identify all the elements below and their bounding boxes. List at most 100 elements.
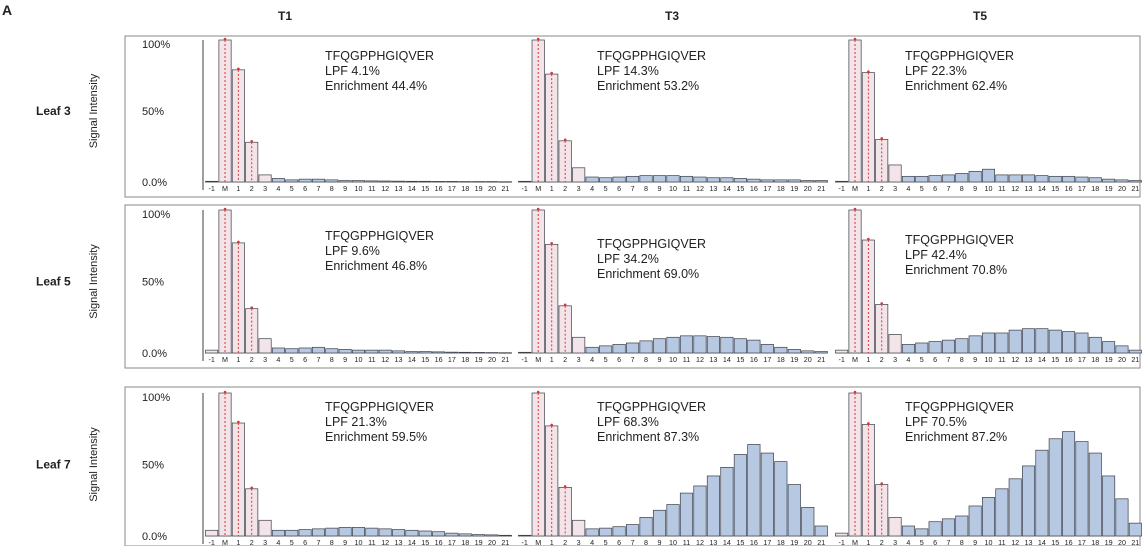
bar--1 xyxy=(205,529,219,537)
x-tick-label-6: 6 xyxy=(933,184,937,193)
x-tick-label-8: 8 xyxy=(644,355,648,364)
bar-8 xyxy=(955,173,969,183)
bar-15 xyxy=(733,338,747,354)
bar-19 xyxy=(1102,178,1116,183)
bar-11 xyxy=(679,175,694,183)
bar-3 xyxy=(888,517,902,537)
error-mark-2 xyxy=(563,138,567,142)
panel-frame-row-1 xyxy=(124,35,1141,198)
bar-13 xyxy=(706,336,720,354)
bar-11 xyxy=(679,335,694,354)
x-tick-label-11: 11 xyxy=(683,184,690,193)
x-tick-label-M: M xyxy=(535,184,541,193)
x-tick-label-1: 1 xyxy=(866,184,870,193)
x-tick-label-10: 10 xyxy=(669,355,677,364)
bar-12 xyxy=(378,349,392,354)
x-tick-label-18: 18 xyxy=(777,538,785,546)
bar-18 xyxy=(774,179,788,183)
bar-20 xyxy=(1115,345,1129,354)
x-tick-label-4: 4 xyxy=(276,355,280,364)
bar-4 xyxy=(585,176,599,183)
error-mark-M xyxy=(223,390,227,394)
x-tick-label-11: 11 xyxy=(368,184,375,193)
bar-6 xyxy=(612,526,626,537)
x-tick-label-18: 18 xyxy=(1091,355,1099,364)
enrichment-label: Enrichment 87.2% xyxy=(905,430,1007,444)
x-tick-label-9: 9 xyxy=(343,355,347,364)
x-tick-label-7: 7 xyxy=(631,184,635,193)
x-tick-label-12: 12 xyxy=(696,184,704,193)
x-tick-label-8: 8 xyxy=(960,355,964,364)
x-tick-label-6: 6 xyxy=(933,355,937,364)
x-tick-label-4: 4 xyxy=(590,538,594,546)
y-tick-label: 0.0% xyxy=(142,531,167,543)
x-tick-label-1: 1 xyxy=(550,355,554,364)
lpf-label: LPF 34.2% xyxy=(597,252,659,266)
panel-letter: A xyxy=(2,2,13,18)
x-tick-label-18: 18 xyxy=(461,538,469,546)
x-tick-label-19: 19 xyxy=(790,538,798,546)
error-mark-2 xyxy=(880,137,884,140)
bar-5 xyxy=(285,529,299,537)
bar-14 xyxy=(405,351,419,354)
bar--1 xyxy=(835,349,849,354)
bar-14 xyxy=(1035,175,1049,183)
chart-leaf-5-t3: -1 M 1 2 3 4 5 6 7 8 9 10 11 12 13 14 15 16 17 18 19 20 21TFQG… xyxy=(518,207,828,364)
bar-21 xyxy=(814,180,828,183)
bar-8 xyxy=(325,179,339,183)
x-tick-label-17: 17 xyxy=(763,184,771,193)
x-tick-label-18: 18 xyxy=(1091,538,1099,546)
bar-16 xyxy=(747,444,761,537)
x-tick-label--1: -1 xyxy=(522,538,528,546)
x-tick-label-11: 11 xyxy=(998,538,1005,546)
y-axis-label: Signal Intensity xyxy=(88,73,100,148)
bar-3 xyxy=(572,167,586,183)
x-tick-label-M: M xyxy=(535,538,541,546)
bar-14 xyxy=(1035,328,1049,354)
lpf-label: LPF 9.6% xyxy=(325,244,380,258)
chart-leaf-3-t5: -1 M 1 2 3 4 5 6 7 8 9 10 11 12 13 14 15 16 17 18 19 20 21TFQG… xyxy=(835,37,1142,193)
bar-5 xyxy=(285,348,299,354)
bar-4 xyxy=(585,346,599,354)
error-mark-M xyxy=(853,207,857,211)
bar-10 xyxy=(982,332,995,354)
bar-20 xyxy=(1115,179,1129,183)
x-tick-label-2: 2 xyxy=(250,355,254,364)
bar-16 xyxy=(1062,331,1076,354)
error-mark-2 xyxy=(250,486,254,490)
chart-leaf-3-t1: 100%50%0.0% -1 M 1 2 3 4 5 6 7 8 9 10 11 12 13 14 15 16 17 1… xyxy=(142,37,512,193)
x-tick-label-M: M xyxy=(535,355,541,364)
x-tick-label-21: 21 xyxy=(501,355,509,364)
peptide-label: TFQGPPHGIQVER xyxy=(597,49,706,63)
bar-18 xyxy=(458,181,472,183)
x-tick-label-16: 16 xyxy=(435,184,443,193)
x-tick-label-4: 4 xyxy=(590,184,594,193)
x-tick-label-21: 21 xyxy=(817,355,825,364)
bar-18 xyxy=(774,461,788,537)
x-tick-label-7: 7 xyxy=(316,355,320,364)
x-tick-label-2: 2 xyxy=(563,355,567,364)
x-tick-label-14: 14 xyxy=(723,538,731,546)
bar-3 xyxy=(572,336,586,354)
error-mark-2 xyxy=(880,482,884,485)
y-tick-label: 50% xyxy=(142,277,164,289)
bar-20 xyxy=(485,181,499,183)
bar-20 xyxy=(485,352,499,354)
x-tick-label-7: 7 xyxy=(946,184,950,193)
bar-8 xyxy=(639,517,653,537)
error-mark-M xyxy=(536,37,540,41)
bar-10 xyxy=(982,168,995,183)
x-tick-label-18: 18 xyxy=(461,184,469,193)
peptide-label: TFQGPPHGIQVER xyxy=(905,400,1014,414)
error-mark-2 xyxy=(880,302,884,305)
x-tick-label-20: 20 xyxy=(488,355,496,364)
y-tick-label: 100% xyxy=(142,392,170,404)
lpf-label: LPF 21.3% xyxy=(325,415,387,429)
x-tick-label-3: 3 xyxy=(577,184,581,193)
x-tick-label-9: 9 xyxy=(343,184,347,193)
x-tick-label-20: 20 xyxy=(1118,355,1126,364)
bar-21 xyxy=(498,181,512,183)
bar-17 xyxy=(445,532,459,537)
bar-5 xyxy=(599,345,613,354)
